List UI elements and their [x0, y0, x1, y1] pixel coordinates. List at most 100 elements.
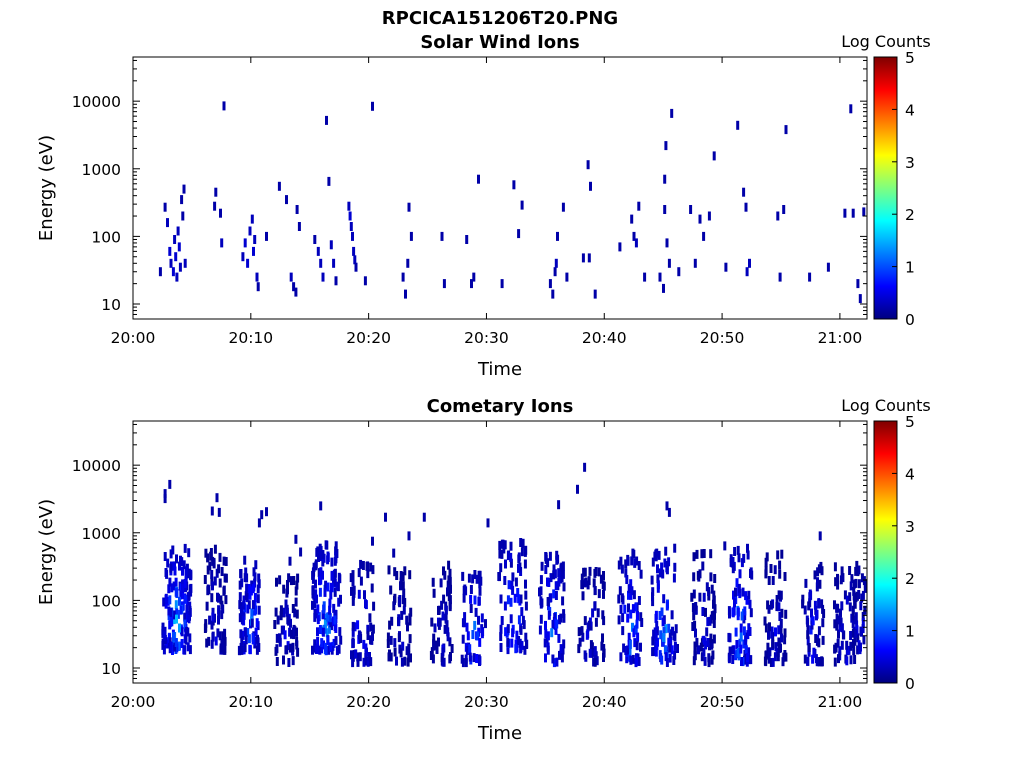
spectrogram-cell: [321, 557, 325, 567]
spectrogram-cell: [338, 627, 342, 637]
spectrogram-cell: [771, 639, 775, 649]
spectrogram-cell: [206, 584, 210, 594]
spectrogram-cell: [207, 636, 211, 646]
spectrogram-cell: [294, 534, 298, 544]
spectrogram-cell: [398, 595, 402, 604]
spectrogram-cell: [318, 587, 322, 597]
spectrogram-cell: [475, 654, 479, 663]
spectrogram-cell: [347, 201, 351, 211]
spectrogram-cell: [634, 602, 638, 612]
spectrogram-cell: [743, 611, 747, 621]
spectrogram-cell: [626, 645, 629, 655]
spectrogram-cell: [702, 592, 706, 602]
spectrogram-cell: [764, 650, 768, 660]
spectrogram-cell: [620, 564, 624, 574]
spectrogram-cell: [369, 657, 373, 667]
spectrogram-cell: [767, 630, 770, 640]
spectrogram-cell: [187, 548, 191, 558]
spectrogram-cell: [329, 618, 333, 628]
spectrogram-cell: [163, 626, 167, 636]
spectrogram-cell: [284, 645, 288, 655]
spectrogram-cell: [393, 647, 397, 657]
spectrogram-cell: [624, 559, 628, 569]
spectrogram-cell: [211, 607, 215, 617]
spectrogram-cell: [203, 624, 207, 633]
y-tick-label: 10: [101, 660, 121, 678]
spectrogram-cell: [741, 587, 745, 597]
spectrogram-cell: [557, 500, 561, 510]
spectrogram-cell: [840, 601, 844, 611]
spectrogram-cell: [322, 604, 326, 614]
spectrogram-cell: [657, 550, 661, 560]
spectrogram-cell: [557, 568, 561, 578]
spectrogram-cell: [517, 636, 521, 645]
spectrogram-cell: [187, 568, 191, 578]
spectrogram-cell: [223, 628, 227, 638]
spectrogram-cell: [577, 644, 581, 654]
spectrogram-cell: [547, 578, 551, 587]
spectrogram-cell: [287, 658, 291, 667]
spectrogram-cell: [185, 596, 189, 606]
spectrogram-cell: [240, 636, 244, 646]
spectrogram-cell: [816, 567, 820, 577]
spectrogram-cell: [289, 576, 293, 586]
spectrogram-cell: [738, 638, 742, 648]
spectrogram-cell: [311, 645, 314, 655]
spectrogram-cell: [440, 653, 444, 662]
spectrogram-cell: [328, 605, 332, 615]
solar-wind-ions-panel: Solar Wind Ions 20:00 20:10 20:20 20:30 20:4…: [36, 32, 931, 380]
spectrogram-cell: [254, 627, 258, 637]
spectrogram-cell: [817, 564, 821, 574]
spectrogram-cell: [292, 576, 296, 585]
spectrogram-cell: [238, 600, 242, 610]
spectrogram-cell: [166, 596, 170, 606]
spectrogram-cell: [556, 231, 559, 241]
spectrogram-cell: [731, 557, 735, 566]
colorbar-tick-label: 0: [905, 311, 915, 329]
spectrogram-cell: [670, 610, 674, 620]
spectrogram-cell: [833, 619, 837, 629]
spectrogram-cell: [189, 587, 193, 597]
spectrogram-cell: [437, 605, 441, 615]
spectrogram-cell: [210, 639, 214, 649]
spectrogram-cell: [469, 594, 473, 604]
spectrogram-cell: [710, 655, 714, 665]
spectrogram-cell: [256, 594, 260, 604]
spectrogram-cell: [442, 279, 446, 289]
spectrogram-cell: [242, 595, 246, 605]
spectrogram-cell: [672, 656, 676, 665]
spectrogram-cell: [169, 641, 173, 651]
y-tick-label: 1000: [82, 525, 121, 543]
spectrogram-cell: [851, 619, 855, 629]
spectrogram-cell: [702, 231, 706, 241]
spectrogram-cell: [652, 647, 656, 656]
spectrogram-cell: [173, 642, 177, 652]
spectrogram-cell: [581, 632, 585, 642]
spectrogram-cell: [358, 652, 362, 662]
spectrogram-cell: [583, 616, 587, 626]
spectrogram-cell: [503, 540, 507, 550]
spectrogram-cell: [662, 594, 666, 604]
x-tick-label: 20:40: [582, 693, 627, 711]
spectrogram-cell: [549, 593, 553, 603]
spectrogram-cell: [221, 604, 225, 614]
spectrogram-cell: [223, 573, 227, 583]
spectrogram-cell: [670, 645, 674, 655]
spectrogram-cell: [292, 282, 296, 292]
spectrogram-cell: [351, 231, 354, 241]
spectrogram-cell: [702, 635, 706, 645]
spectrogram-cell: [560, 562, 564, 572]
spectrogram-cell: [511, 628, 515, 638]
spectrogram-cell: [517, 615, 521, 625]
spectrogram-cell: [351, 577, 355, 587]
spectrogram-cell: [784, 652, 788, 662]
spectrogram-cell: [216, 592, 219, 602]
spectrogram-cell: [406, 657, 410, 667]
spectrogram-cell: [773, 565, 777, 575]
spectrogram-cell: [161, 638, 165, 648]
spectrogram-cell: [332, 258, 336, 268]
spectrogram-cell: [836, 573, 839, 583]
spectrogram-cell: [601, 633, 604, 643]
spectrogram-cell: [635, 556, 639, 566]
spectrogram-cell: [625, 654, 629, 664]
